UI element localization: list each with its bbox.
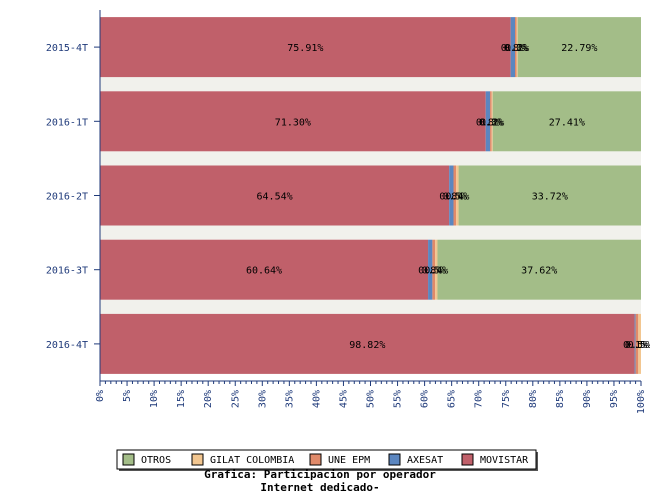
bar-segment bbox=[449, 165, 454, 226]
data-label: 0.8% bbox=[476, 117, 500, 128]
data-label: 0.4% bbox=[424, 266, 448, 277]
background-band bbox=[100, 151, 641, 166]
data-label: 37.62% bbox=[521, 266, 557, 277]
background-band bbox=[100, 225, 641, 240]
category-label: 2016-3T bbox=[46, 266, 88, 277]
bar-segment bbox=[492, 91, 641, 152]
x-tick-label: 20% bbox=[203, 390, 214, 408]
bar-segment bbox=[491, 91, 493, 152]
legend-swatch bbox=[461, 453, 474, 466]
x-tick-label: 60% bbox=[420, 390, 431, 408]
x-tick-label: 80% bbox=[528, 390, 539, 408]
category-label: 2016-1T bbox=[46, 117, 88, 128]
data-label: 27.41% bbox=[549, 117, 585, 128]
data-label: 0.8% bbox=[501, 43, 525, 54]
data-label: 64.54% bbox=[257, 192, 293, 203]
x-tick-label: 35% bbox=[284, 390, 295, 408]
data-label: 0.8% bbox=[418, 266, 442, 277]
data-label: 22.79% bbox=[561, 43, 597, 54]
data-label: 0.5% bbox=[625, 340, 649, 351]
data-label: 0.4% bbox=[445, 192, 469, 203]
bar-segment bbox=[635, 313, 639, 374]
category-label: 2016-4T bbox=[46, 340, 88, 351]
bar-segment bbox=[515, 17, 517, 78]
bars-layer bbox=[100, 17, 641, 374]
bar-segment bbox=[435, 239, 438, 300]
background-band bbox=[100, 77, 641, 92]
data-label: 0.5% bbox=[422, 266, 446, 277]
x-tick-label: 55% bbox=[393, 390, 404, 408]
bar-segment bbox=[510, 17, 516, 78]
bar-segment bbox=[634, 313, 636, 374]
data-label: 33.72% bbox=[532, 192, 568, 203]
bar-segment bbox=[100, 313, 635, 374]
legend-label: GILAT COLOMBIA bbox=[210, 455, 294, 466]
bar-segment bbox=[437, 239, 641, 300]
caption-line: Internet dedicado- bbox=[260, 481, 379, 494]
category-label: 2015-4T bbox=[46, 43, 88, 54]
bar-segment bbox=[490, 91, 492, 152]
legend-swatch bbox=[309, 453, 322, 466]
x-tick-label: 30% bbox=[257, 390, 268, 408]
data-label: 0.5% bbox=[443, 192, 467, 203]
data-label: 0.5% bbox=[628, 340, 650, 351]
bar-segment bbox=[456, 165, 459, 226]
x-tick-label: 100% bbox=[636, 390, 647, 414]
bar-segment bbox=[516, 17, 518, 78]
x-tick-label: 85% bbox=[555, 390, 566, 408]
data-label: 0.3% bbox=[504, 43, 528, 54]
x-tick-label: 0% bbox=[95, 390, 106, 402]
legend-swatch bbox=[388, 453, 401, 466]
bar-segment bbox=[432, 239, 436, 300]
x-tick-label: 10% bbox=[149, 390, 160, 408]
data-label: 0.2% bbox=[505, 43, 529, 54]
bar-segment bbox=[100, 165, 450, 226]
data-label: 71.30% bbox=[275, 117, 311, 128]
legend-label: OTROS bbox=[141, 455, 171, 466]
legend-box bbox=[116, 449, 537, 470]
background-band bbox=[100, 299, 641, 314]
data-label: 0.2% bbox=[480, 117, 504, 128]
bar-segment bbox=[638, 313, 641, 374]
x-tick-label: 75% bbox=[501, 390, 512, 408]
data-label: 98.82% bbox=[349, 340, 385, 351]
bar-segment bbox=[453, 165, 457, 226]
x-axis-ticks: 0% 5% 10% 15% 20% 25% 30% 35% 40% 45% 50% 55% 60% 65%… bbox=[95, 381, 647, 414]
x-tick-label: 5% bbox=[122, 390, 133, 402]
background-bands bbox=[100, 77, 641, 314]
bar-segment bbox=[485, 91, 491, 152]
bar-segment bbox=[458, 165, 641, 226]
x-tick-label: 15% bbox=[176, 390, 187, 408]
legend-swatch bbox=[122, 453, 135, 466]
category-label: 2016-2T bbox=[46, 192, 88, 203]
data-label: 0.1% bbox=[623, 340, 647, 351]
bar-segment bbox=[428, 239, 433, 300]
category-labels: 2015-4T 2016-1T 2016-2T 2016-3T 2016-4T bbox=[46, 43, 100, 351]
bar-segment bbox=[100, 17, 511, 78]
x-tick-label: 25% bbox=[230, 390, 241, 408]
x-tick-label: 40% bbox=[311, 390, 322, 408]
x-tick-label: 65% bbox=[447, 390, 458, 408]
x-tick-label: 45% bbox=[338, 390, 349, 408]
bar-segment bbox=[517, 17, 641, 78]
x-tick-label: 50% bbox=[366, 390, 377, 408]
chart-caption: Grafica: Participacion por operadorInter… bbox=[204, 468, 436, 494]
data-label: 75.91% bbox=[287, 43, 323, 54]
x-tick-label: 95% bbox=[609, 390, 620, 408]
legend-label: MOVISTAR bbox=[480, 455, 529, 466]
legend-label: UNE EPM bbox=[328, 455, 370, 466]
data-label: 0.3% bbox=[479, 117, 503, 128]
data-label: 0.8% bbox=[439, 192, 463, 203]
x-tick-label: 70% bbox=[474, 390, 485, 408]
legend-label: AXESAT bbox=[407, 455, 443, 466]
bar-segment bbox=[100, 239, 429, 300]
data-labels: 75.91% 0.8%0.3%0.2% 22.79%71.30% 0.8%0.3%0.… bbox=[246, 43, 650, 351]
bar-segment bbox=[100, 91, 486, 152]
legend-swatch bbox=[191, 453, 204, 466]
caption-line: Grafica: Participacion por operador bbox=[204, 468, 436, 481]
data-label: 60.64% bbox=[246, 266, 282, 277]
legend: OTROS GILAT COLOMBIA UNE EPM AXESAT MOVISTAR bbox=[116, 449, 538, 471]
x-tick-label: 90% bbox=[582, 390, 593, 408]
